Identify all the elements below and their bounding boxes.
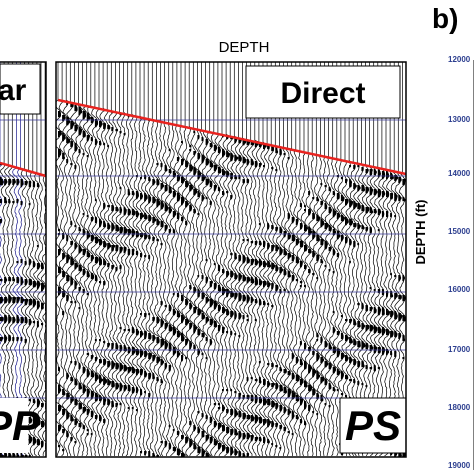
depth-tick-label: 13000: [448, 115, 471, 124]
depth-axis: b) DEPTH (ft) 12000 13000 14000 15000 16…: [413, 3, 474, 470]
depth-tick-label: 15000: [448, 227, 471, 236]
right-corner-label: PS: [345, 402, 401, 449]
depth-tick-label: 19000: [448, 461, 471, 470]
depth-tick-label: 17000: [448, 345, 471, 354]
right-seismic-panel: Direct PS: [55, 61, 407, 458]
depth-tick-label: 16000: [448, 285, 471, 294]
panel-b-label: b): [432, 3, 458, 34]
left-seismic-panel: ar PP: [0, 61, 47, 458]
right-title: Direct: [280, 77, 365, 110]
depth-header: DEPTH: [219, 39, 270, 56]
left-panel-horizon-line: [0, 161, 47, 178]
left-corner-label-box: [0, 398, 28, 453]
depth-tick-label: 18000: [448, 403, 471, 412]
left-corner-label: PP: [0, 402, 41, 449]
depth-tick-label: 14000: [448, 169, 471, 178]
left-panel-frame: [0, 61, 47, 458]
left-title-fragment: ar: [0, 74, 27, 107]
right-title-box: [245, 65, 401, 119]
right-panel-horizon-line: [57, 98, 407, 176]
right-panel-frame: [55, 61, 407, 458]
right-corner-label-box: [339, 397, 407, 454]
left-title-box: [0, 63, 41, 115]
depth-tick-labels: 12000 13000 14000 15000 16000 17000 1800…: [448, 55, 471, 470]
depth-axis-label: DEPTH (ft): [413, 200, 428, 265]
left-panel-background: [0, 62, 46, 457]
depth-tick-label: 12000: [448, 55, 471, 64]
